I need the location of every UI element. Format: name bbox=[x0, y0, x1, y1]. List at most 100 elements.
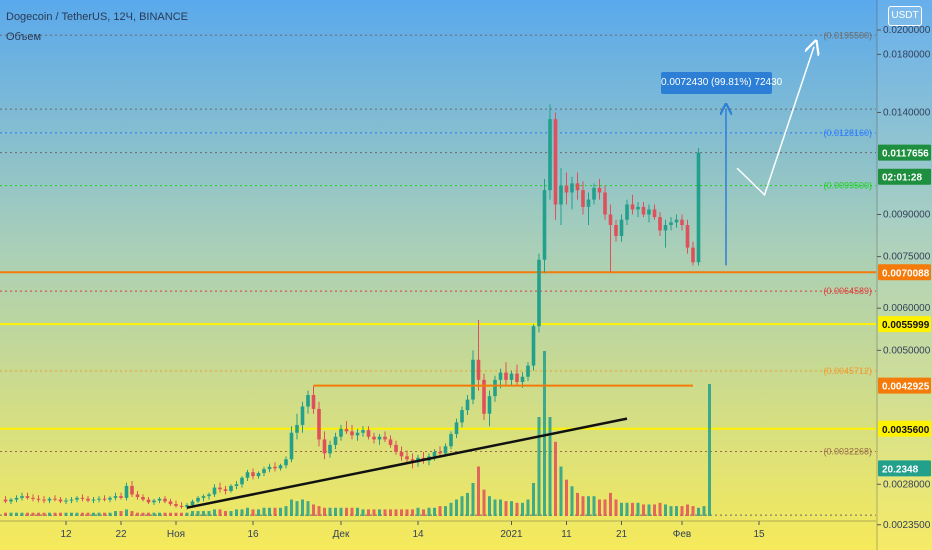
volume-bar bbox=[92, 512, 95, 516]
candle-body bbox=[465, 399, 470, 411]
candle-body bbox=[460, 410, 464, 423]
volume-bar bbox=[279, 507, 282, 516]
candle-body bbox=[652, 209, 657, 218]
volume-bar bbox=[504, 501, 508, 516]
volume-bar bbox=[152, 512, 156, 516]
candle-body bbox=[229, 485, 233, 491]
volume-bar bbox=[53, 512, 57, 516]
volume-bar bbox=[565, 479, 568, 516]
candle-body bbox=[394, 444, 398, 452]
volume-bar bbox=[42, 512, 46, 516]
candle-body bbox=[570, 183, 574, 193]
currency-button[interactable]: USDT bbox=[888, 6, 922, 26]
volume-bar bbox=[350, 507, 354, 516]
candle-body bbox=[454, 422, 459, 435]
candle-body bbox=[295, 424, 299, 433]
candle-body bbox=[487, 396, 492, 414]
volume-bar bbox=[697, 507, 700, 516]
volume-bar bbox=[202, 511, 205, 516]
candle-body bbox=[207, 494, 211, 497]
volume-bar bbox=[515, 502, 519, 516]
volume-bar bbox=[702, 506, 706, 516]
candle-body bbox=[36, 498, 41, 500]
candle-body bbox=[212, 487, 217, 495]
candle-body bbox=[548, 119, 552, 191]
level-label: (0.0099500) bbox=[823, 181, 872, 191]
volume-bar bbox=[59, 512, 62, 516]
volume-bar bbox=[284, 506, 288, 516]
candle-body bbox=[443, 446, 448, 454]
volume-bar bbox=[125, 509, 128, 516]
candle-body bbox=[597, 187, 602, 193]
candle-body bbox=[322, 439, 327, 454]
volume-bar bbox=[691, 506, 695, 516]
candle-body bbox=[190, 501, 195, 505]
price-badge-label: 0.0035600 bbox=[882, 425, 930, 436]
candle-body bbox=[559, 185, 563, 205]
time-tick-label: 11 bbox=[561, 529, 572, 540]
volume-bar bbox=[185, 512, 189, 516]
volume-bar bbox=[592, 496, 596, 516]
volume-bar bbox=[532, 483, 535, 516]
candle-body bbox=[124, 485, 129, 498]
candle-body bbox=[685, 225, 690, 248]
price-badge bbox=[878, 420, 931, 437]
volume-bar bbox=[680, 506, 684, 516]
candle-body bbox=[520, 376, 525, 382]
volume-bar bbox=[499, 499, 502, 516]
volume-bars bbox=[4, 351, 711, 516]
candle-body bbox=[14, 497, 19, 500]
candle-body bbox=[240, 477, 244, 485]
candle-body bbox=[69, 499, 74, 501]
volume-bar bbox=[521, 502, 524, 516]
volume-bar bbox=[158, 512, 161, 516]
volume-bar bbox=[295, 501, 299, 516]
volume-bar bbox=[636, 502, 640, 516]
price-tick-label: 0.0028000 bbox=[883, 479, 931, 490]
projection-path bbox=[736, 47, 814, 197]
candle-body bbox=[564, 185, 569, 193]
volume-bar bbox=[207, 511, 211, 516]
volume-bar bbox=[26, 512, 29, 516]
candle-body bbox=[152, 500, 156, 503]
volume-bar bbox=[224, 511, 227, 516]
volume-bar bbox=[119, 511, 123, 516]
volume-bar bbox=[422, 509, 425, 516]
candle-body bbox=[218, 487, 222, 490]
volume-bar bbox=[328, 507, 332, 516]
candle-body bbox=[432, 451, 437, 457]
candle-body bbox=[388, 439, 393, 445]
candle-body bbox=[179, 505, 184, 507]
candle-body bbox=[636, 206, 640, 210]
volume-bar bbox=[625, 502, 629, 516]
candle-body bbox=[542, 190, 547, 260]
volume-bar bbox=[367, 509, 370, 516]
time-tick-label: 14 bbox=[412, 529, 424, 540]
candle-body bbox=[603, 192, 607, 215]
candle-body bbox=[174, 504, 178, 506]
time-tick-label: 15 bbox=[753, 529, 765, 540]
trendline bbox=[186, 417, 628, 509]
volume-bar bbox=[631, 502, 634, 516]
volume-bar bbox=[136, 512, 139, 516]
price-tick-label: 0.0140000 bbox=[883, 107, 931, 118]
candle-body bbox=[273, 466, 277, 469]
candle-body bbox=[201, 496, 206, 498]
price-badge bbox=[878, 460, 931, 477]
volume-bar bbox=[460, 496, 464, 516]
volume-bar bbox=[444, 506, 447, 516]
volume-bar bbox=[345, 507, 348, 516]
time-tick-label: 2021 bbox=[500, 529, 523, 540]
volume-bar bbox=[554, 441, 557, 516]
price-axis: 0.0200000 0.0180000 0.0140000 0.0090000 0.00… bbox=[876, 0, 932, 550]
volume-label: Объем bbox=[6, 31, 42, 43]
candle-body bbox=[377, 436, 382, 440]
level-label: (0.0195500) bbox=[823, 30, 872, 40]
volume-bar bbox=[356, 507, 359, 516]
level-label: (0.0045712) bbox=[823, 366, 872, 376]
candle-body bbox=[438, 451, 442, 454]
volume-bar bbox=[323, 507, 326, 516]
volume-bar bbox=[653, 504, 656, 516]
